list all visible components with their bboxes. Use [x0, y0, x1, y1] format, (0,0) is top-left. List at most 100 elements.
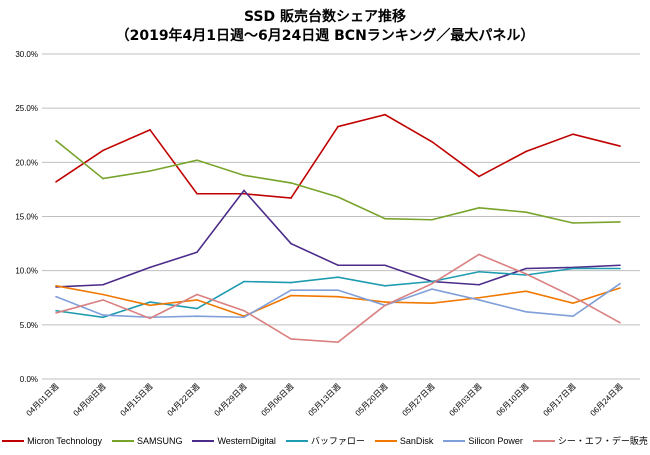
data-point: [102, 316, 104, 319]
legend-swatch: [443, 439, 466, 442]
data-point: [431, 140, 433, 143]
data-point: [55, 312, 57, 314]
y-tick-label: 20.0%: [15, 158, 38, 167]
data-point: [337, 196, 339, 198]
data-point: [478, 253, 480, 256]
x-tick-label: 04月29日週: [212, 382, 248, 418]
series-line-2: [55, 189, 621, 288]
legend-item: Micron Technology: [2, 434, 102, 447]
x-tick-label: 05月27日週: [400, 382, 436, 418]
data-point: [384, 285, 386, 287]
legend-item: シー・エフ・デー販売: [532, 434, 648, 447]
data-point: [478, 270, 480, 273]
data-point: [196, 293, 198, 296]
data-point: [525, 211, 527, 213]
data-point: [572, 267, 574, 270]
y-tick-label: 15.0%: [15, 213, 38, 222]
data-point: [149, 317, 151, 320]
data-point: [478, 299, 480, 301]
data-point: [384, 264, 386, 267]
data-point: [337, 264, 339, 267]
data-point: [525, 150, 527, 153]
data-point: [290, 294, 292, 297]
data-point: [196, 159, 198, 161]
data-point: [431, 280, 433, 283]
data-point: [337, 295, 339, 298]
data-point: [619, 282, 621, 285]
chart-subtitle: （2019年4月1日週～6月24日週 BCNランキング／最大パネル）: [115, 28, 535, 44]
series-line-1: [55, 140, 621, 224]
data-point: [196, 192, 198, 195]
data-point: [619, 321, 621, 324]
data-point: [478, 283, 480, 286]
data-point: [102, 314, 104, 316]
data-point: [525, 290, 527, 293]
x-tick-label: 04月15日週: [118, 382, 154, 418]
data-point: [290, 197, 292, 199]
data-point: [619, 145, 621, 147]
legend: Micron Technology SAMSUNG WesternDigital バッ…: [0, 434, 650, 447]
data-point: [243, 316, 245, 319]
data-point: [149, 266, 151, 269]
data-point: [243, 174, 245, 177]
data-point: [619, 287, 621, 289]
x-tick-label: 06月10日週: [494, 382, 530, 418]
legend-label: Silicon Power: [468, 435, 523, 446]
x-tick-label: 04月08日週: [71, 382, 107, 418]
data-point: [102, 293, 104, 296]
data-point: [243, 309, 245, 312]
legend-label: シー・エフ・デー販売: [557, 436, 648, 446]
data-point: [102, 299, 104, 301]
data-point: [290, 242, 292, 245]
legend-item: Silicon Power: [443, 434, 523, 447]
data-point: [196, 299, 198, 301]
y-tick-label: 25.0%: [15, 104, 38, 113]
data-point: [55, 285, 57, 287]
x-tick-label: 05月20日週: [353, 382, 389, 418]
data-point: [337, 125, 339, 128]
data-point: [337, 289, 339, 291]
data-point: [525, 311, 527, 313]
y-tick-label: 0.0%: [20, 375, 38, 384]
data-point: [149, 301, 151, 303]
legend-swatch: [192, 439, 215, 442]
data-point: [619, 267, 621, 270]
data-point: [478, 175, 480, 178]
data-point: [196, 307, 198, 310]
data-point: [102, 177, 104, 180]
data-point: [384, 301, 386, 303]
legend-item: バッファロー: [285, 434, 365, 447]
legend-label: Micron Technology: [27, 435, 102, 446]
data-point: [572, 295, 574, 298]
data-point: [572, 222, 574, 224]
legend-swatch: [285, 439, 308, 442]
legend-item: SanDisk: [374, 434, 433, 447]
chart-title: SSD 販売台数シェア推移: [243, 9, 407, 25]
data-point: [572, 315, 574, 317]
data-point: [149, 170, 151, 172]
data-point: [384, 304, 386, 307]
data-point: [243, 192, 245, 195]
data-point: [431, 302, 433, 304]
data-point: [55, 309, 57, 312]
data-point: [431, 282, 433, 285]
data-point: [572, 133, 574, 135]
series-line-5: [55, 283, 621, 319]
data-point: [337, 341, 339, 343]
x-tick-label: 06月17日週: [541, 382, 577, 418]
y-tick-label: 30.0%: [15, 50, 38, 59]
data-point: [149, 129, 151, 131]
x-tick-label: 04月01日週: [24, 382, 60, 418]
data-point: [525, 273, 527, 275]
x-tick-label: 05月13日週: [306, 382, 342, 418]
data-point: [431, 218, 433, 221]
y-tick-label: 5.0%: [20, 321, 38, 330]
data-point: [55, 139, 57, 142]
legend-swatch: [111, 439, 134, 442]
data-point: [196, 315, 198, 317]
x-tick-label: 05月06日週: [259, 382, 295, 418]
data-point: [290, 289, 292, 291]
legend-item: SAMSUNG: [111, 434, 182, 447]
